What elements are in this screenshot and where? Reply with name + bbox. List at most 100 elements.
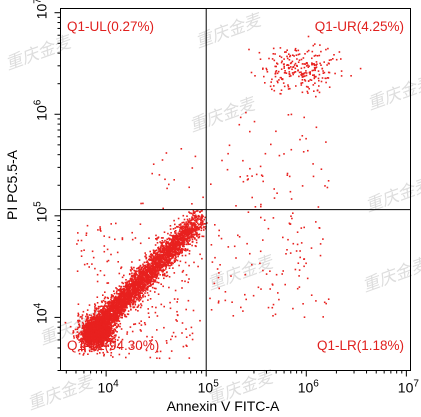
scatter-point xyxy=(178,253,181,256)
scatter-point xyxy=(185,232,188,234)
scatter-point xyxy=(139,292,141,295)
scatter-point xyxy=(174,232,176,234)
scatter-point xyxy=(177,226,179,228)
scatter-point xyxy=(110,308,112,311)
scatter-point xyxy=(134,282,137,285)
scatter-point xyxy=(97,307,100,310)
scatter-point xyxy=(117,308,119,311)
scatter-point xyxy=(95,344,98,347)
scatter-point xyxy=(99,320,102,322)
scatter-point xyxy=(157,266,160,269)
scatter-point xyxy=(190,219,192,222)
scatter-point xyxy=(172,228,175,230)
scatter-point xyxy=(201,217,203,220)
scatter-point xyxy=(184,254,187,257)
scatter-point xyxy=(184,226,186,229)
scatter-point xyxy=(168,258,171,260)
scatter-point xyxy=(122,302,124,304)
scatter-point xyxy=(112,316,115,318)
scatter-point xyxy=(167,242,169,245)
scatter-point xyxy=(175,237,177,239)
watermark-text: 重庆金麦 xyxy=(3,32,76,75)
scatter-point xyxy=(126,291,129,294)
scatter-point xyxy=(120,294,122,296)
scatter-point xyxy=(134,294,136,296)
scatter-point xyxy=(164,263,166,266)
scatter-point xyxy=(168,251,171,253)
scatter-point xyxy=(144,265,147,268)
scatter-point xyxy=(105,321,107,324)
scatter-point xyxy=(108,322,110,324)
scatter-point xyxy=(142,275,144,277)
scatter-point xyxy=(176,259,179,262)
scatter-point xyxy=(204,227,207,230)
scatter-point xyxy=(123,301,126,304)
scatter-point xyxy=(191,234,193,237)
scatter-point xyxy=(168,239,171,241)
watermark-text: 重庆金麦 xyxy=(193,10,266,53)
scatter-point xyxy=(154,271,156,274)
scatter-point xyxy=(154,260,156,262)
scatter-point xyxy=(100,305,103,307)
scatter-point xyxy=(183,218,186,221)
scatter-point xyxy=(149,250,151,253)
scatter-point xyxy=(191,224,194,226)
scatter-point xyxy=(98,336,100,338)
scatter-point xyxy=(144,278,146,280)
scatter-point xyxy=(177,217,180,220)
scatter-point xyxy=(191,219,193,221)
scatter-point xyxy=(118,353,121,356)
scatter-point xyxy=(101,319,104,321)
scatter-point xyxy=(170,245,172,248)
scatter-point xyxy=(125,283,127,286)
scatter-point xyxy=(119,306,121,308)
scatter-point xyxy=(188,231,191,234)
scatter-point xyxy=(172,241,175,244)
scatter-point xyxy=(134,300,137,303)
scatter-point xyxy=(111,310,114,312)
scatter-point xyxy=(124,309,127,311)
scatter-point xyxy=(102,351,104,354)
scatter-point xyxy=(161,247,163,249)
scatter-point xyxy=(195,241,198,244)
scatter-point xyxy=(164,239,166,242)
scatter-point xyxy=(176,253,178,256)
scatter-point xyxy=(136,284,139,287)
scatter-point xyxy=(161,261,164,263)
scatter-point xyxy=(134,284,136,286)
scatter-point xyxy=(77,315,79,317)
scatter-point xyxy=(125,279,127,281)
scatter-point xyxy=(113,324,116,326)
scatter-point xyxy=(139,282,142,284)
scatter-point xyxy=(128,281,130,283)
scatter-point xyxy=(183,235,185,237)
scatter-point xyxy=(78,332,80,334)
scatter-point xyxy=(169,244,172,246)
scatter-point xyxy=(111,314,114,317)
scatter-point xyxy=(183,230,185,233)
scatter-point xyxy=(167,249,169,252)
scatter-point xyxy=(132,302,134,305)
scatter-point xyxy=(134,296,137,299)
scatter-point xyxy=(140,278,142,281)
scatter-point xyxy=(140,276,142,279)
scatter-point xyxy=(126,284,128,286)
scatter-point xyxy=(121,307,124,309)
scatter-point xyxy=(172,262,174,265)
scatter-point xyxy=(99,311,102,313)
scatter-point xyxy=(142,287,144,289)
scatter-point xyxy=(152,278,155,281)
scatter-point xyxy=(97,310,99,312)
scatter-point xyxy=(119,288,121,291)
scatter-point xyxy=(132,301,134,304)
scatter-point xyxy=(120,296,123,298)
scatter-point xyxy=(87,353,89,355)
scatter-point xyxy=(156,276,158,278)
scatter-point xyxy=(172,239,174,242)
scatter-point xyxy=(122,282,124,285)
scatter-point xyxy=(131,277,133,280)
scatter-point xyxy=(138,277,141,279)
scatter-point xyxy=(179,245,181,247)
scatter-point xyxy=(204,216,206,219)
scatter-point xyxy=(192,211,195,214)
